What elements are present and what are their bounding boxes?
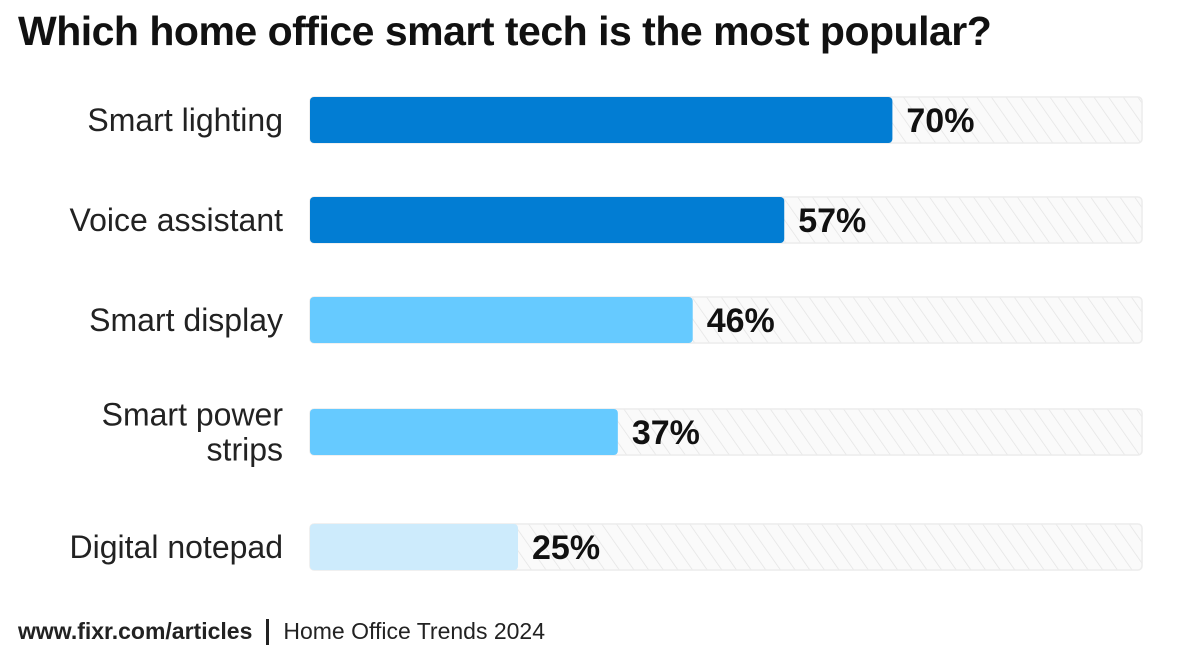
value-label: 25%: [532, 529, 600, 567]
category-label: strips: [207, 432, 283, 468]
bar: [310, 409, 618, 455]
value-label: 70%: [906, 102, 974, 140]
value-label: 57%: [798, 202, 866, 240]
bar: [310, 197, 785, 243]
bar: [310, 97, 893, 143]
bar-row: 46% Smart display: [89, 296, 1143, 344]
chart-title: Which home office smart tech is the most…: [18, 8, 992, 54]
bar: [310, 297, 693, 343]
bar-row: 57% Voice assistant: [70, 196, 1143, 244]
source-link[interactable]: www.fixr.com/articles: [18, 618, 253, 644]
category-label: Smart display: [89, 302, 283, 338]
category-label: Smart lighting: [87, 102, 283, 138]
value-label: 46%: [707, 302, 775, 340]
footer-note: Home Office Trends 2024: [283, 618, 546, 644]
category-label: Digital notepad: [70, 529, 283, 565]
bar-row: 25% Digital notepad: [70, 523, 1143, 571]
category-label: Smart power: [102, 397, 284, 433]
bar-row: 70% Smart lighting: [87, 96, 1143, 144]
bar: [310, 524, 518, 570]
value-label: 37%: [632, 414, 700, 452]
category-label: Voice assistant: [70, 202, 284, 238]
divider: [266, 618, 270, 645]
footer: www.fixr.com/articles Home Office Trends…: [18, 618, 545, 645]
